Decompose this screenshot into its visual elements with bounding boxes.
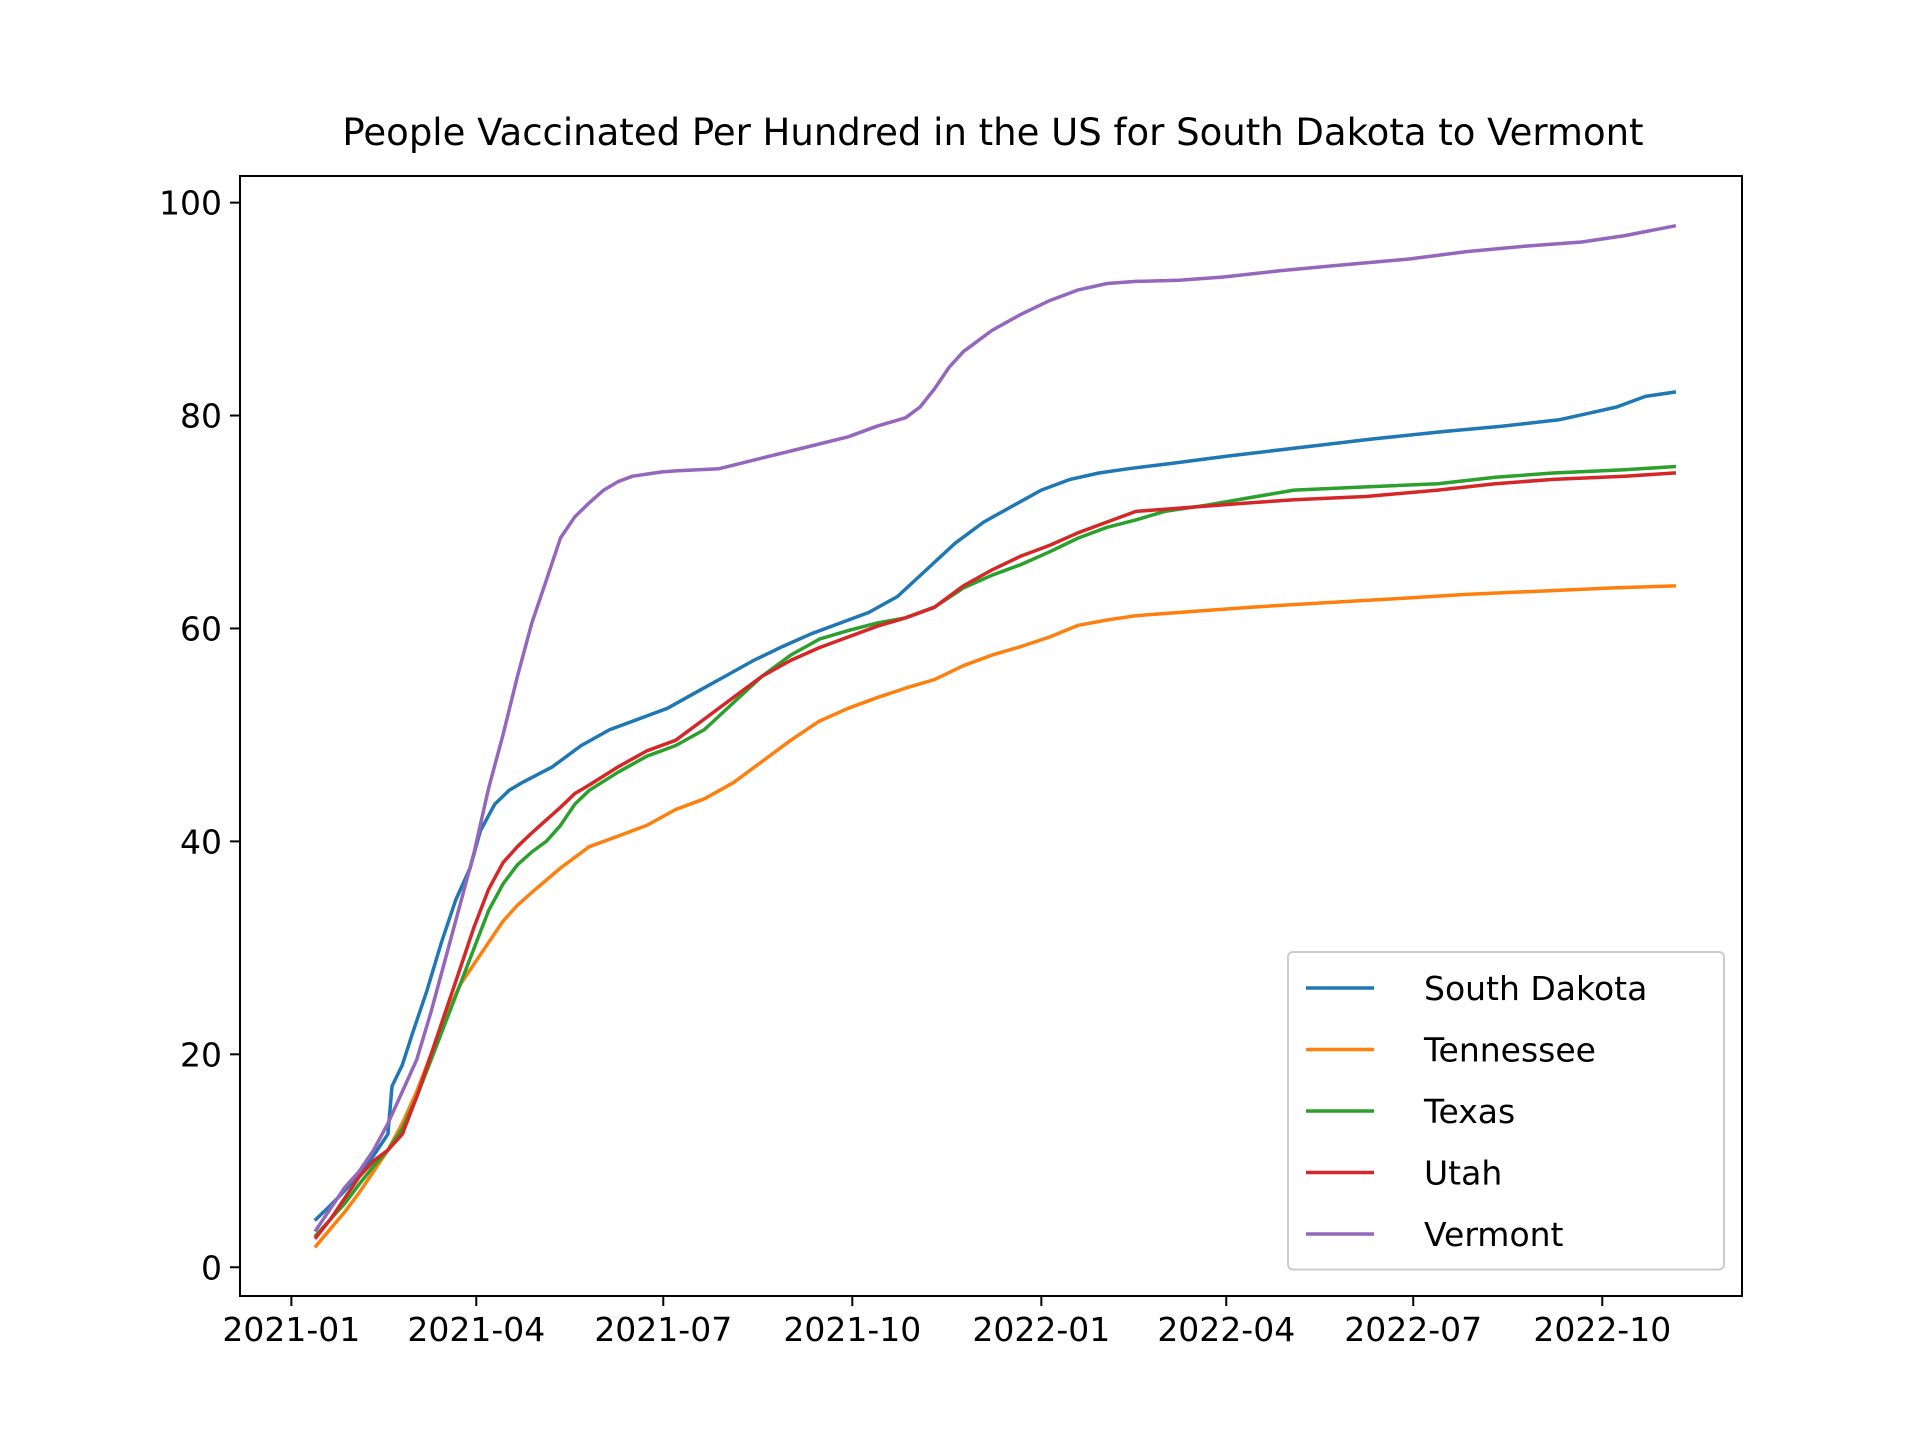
legend-label-south-dakota: South Dakota [1424,969,1647,1008]
x-tick-label: 2022-10 [1533,1310,1671,1349]
series-line-utah [313,471,1677,1240]
legend: South Dakota Tennessee Texas Utah Vermont [1287,951,1725,1271]
legend-label-texas: Texas [1423,1092,1515,1131]
legend-box [1287,951,1725,1271]
x-tick-label: 2021-04 [407,1310,545,1349]
x-tick-label: 2022-04 [1157,1310,1295,1349]
x-tick-label: 2021-10 [783,1310,921,1349]
y-tick-label: 80 [180,397,222,436]
chart-title: People Vaccinated Per Hundred in the US … [342,111,1643,154]
series-layer [313,223,1677,1249]
x-tick-label: 2022-07 [1344,1310,1482,1349]
y-tick-label: 0 [201,1248,222,1287]
series-line-vermont [313,223,1677,1233]
x-tick-label: 2022-01 [972,1310,1110,1349]
legend-label-tennessee: Tennessee [1423,1031,1596,1070]
y-tick-label: 60 [180,609,222,648]
y-tick-label: 20 [180,1035,222,1074]
series-line-south-dakota [313,390,1677,1222]
y-tick-label: 100 [159,184,222,223]
y-axis: 0 20 40 60 80 100 [159,184,240,1287]
legend-label-vermont: Vermont [1424,1215,1564,1254]
plot-area-frame [239,175,1743,1297]
legend-label-utah: Utah [1424,1154,1502,1193]
x-tick-label: 2021-07 [594,1310,732,1349]
x-axis: 2021-01 2021-04 2021-07 2021-10 2022-01 2022-… [222,1296,1671,1349]
x-tick-label: 2021-01 [222,1310,360,1349]
y-tick-label: 40 [180,822,222,861]
